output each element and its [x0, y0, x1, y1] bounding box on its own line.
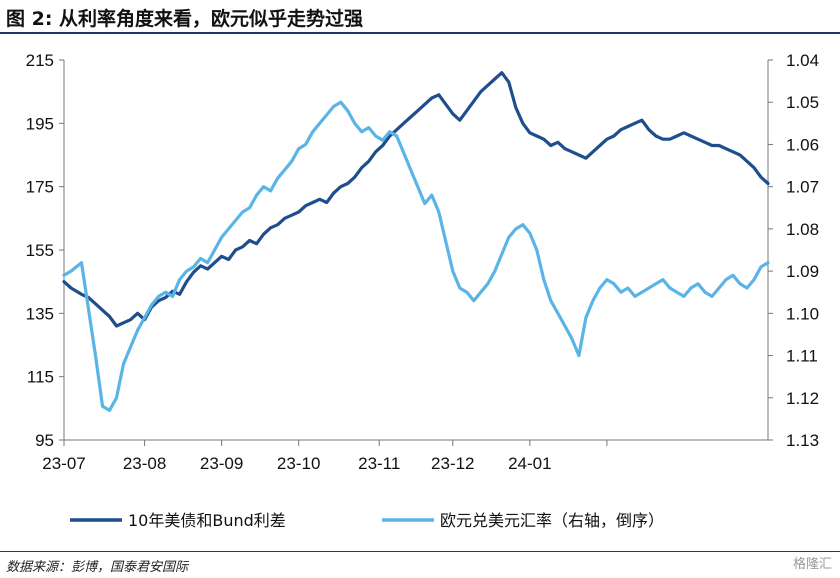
x-tick-label: 23-07 [42, 454, 85, 473]
source-note: 数据来源：彭博，国泰君安国际 [6, 560, 189, 575]
x-tick-label: 23-09 [200, 454, 243, 473]
x-tick-label: 23-10 [277, 454, 320, 473]
watermark-text: 格隆汇 [792, 557, 832, 572]
right-tick-label: 1.10 [786, 304, 819, 323]
left-tick-label: 115 [27, 368, 54, 387]
chart-title: 图 2: 从利率角度来看，欧元似乎走势过强 [6, 8, 364, 30]
title-rule [0, 32, 840, 34]
legend-label: 10年美债和Bund利差 [128, 511, 286, 530]
x-tick-label: 23-08 [123, 454, 166, 473]
right-tick-label: 1.11 [786, 347, 818, 366]
right-tick-label: 1.12 [786, 389, 819, 408]
right-tick-label: 1.04 [786, 51, 819, 70]
right-tick-label: 1.05 [786, 93, 819, 112]
x-tick-label: 23-12 [431, 454, 474, 473]
legend-label: 欧元兑美元汇率（右轴，倒序） [440, 511, 664, 530]
x-tick-label: 23-11 [358, 454, 400, 473]
footer-rule [0, 551, 840, 552]
left-tick-label: 215 [26, 51, 54, 70]
left-tick-label: 175 [26, 178, 54, 197]
chart-svg: 95 115 135 155 175 195 215 1.04 1.05 1.06 1.07 1.08… [26, 51, 819, 530]
right-tick-label: 1.13 [786, 431, 819, 450]
right-tick-label: 1.09 [786, 262, 819, 281]
x-tick-label: 24-01 [508, 454, 551, 473]
right-tick-label: 1.08 [786, 220, 819, 239]
right-tick-label: 1.07 [786, 178, 819, 197]
right-tick-label: 1.06 [786, 135, 819, 154]
left-tick-label: 195 [26, 114, 54, 133]
left-tick-label: 155 [26, 241, 54, 260]
eurusd-series-line [62, 100, 770, 412]
left-tick-label: 95 [35, 431, 54, 450]
left-tick-label: 135 [26, 304, 54, 323]
spread-series-line [62, 71, 770, 328]
